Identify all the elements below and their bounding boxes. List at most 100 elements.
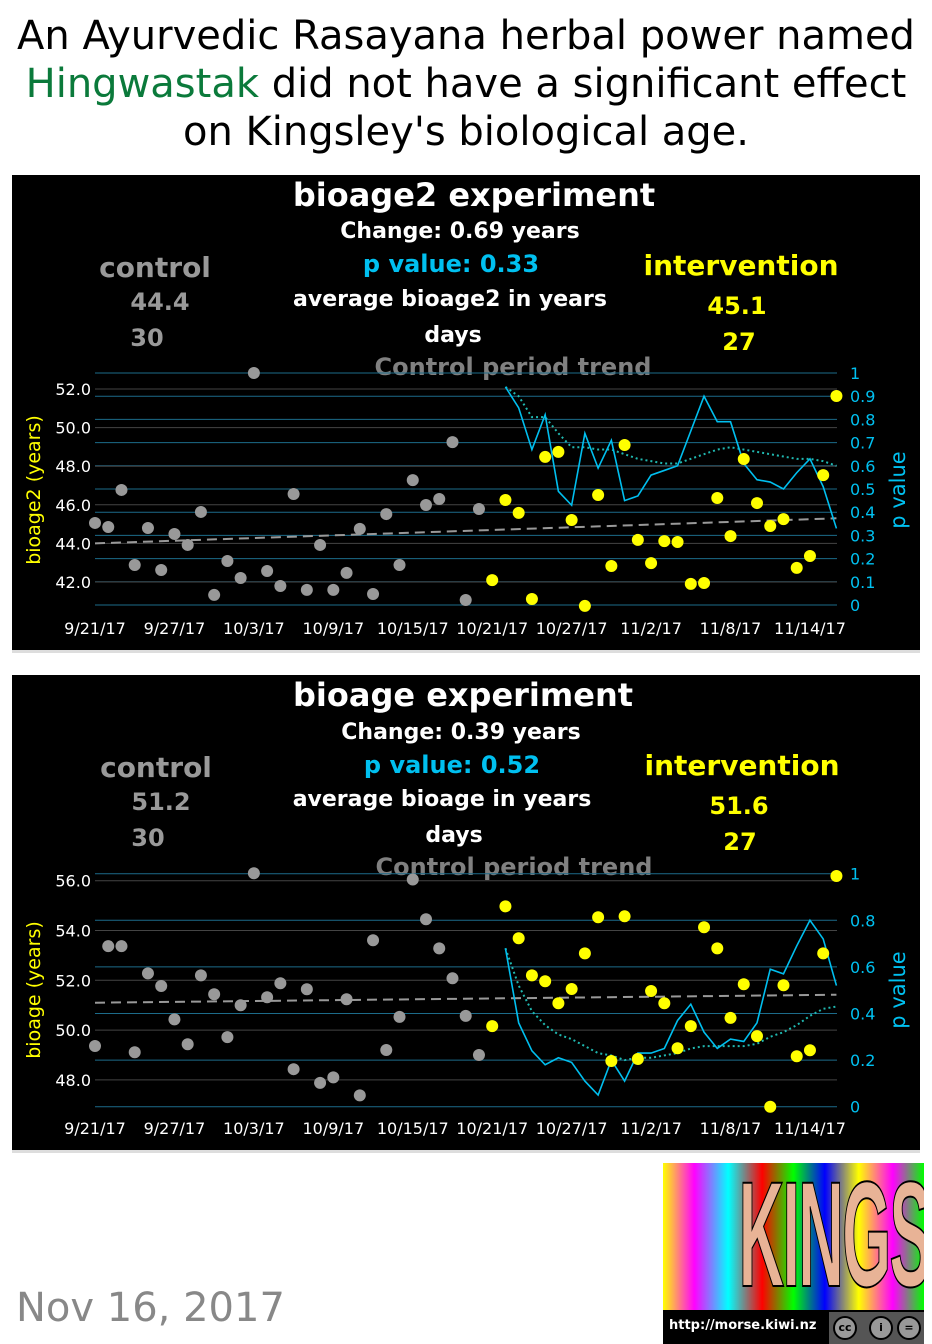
control-point — [433, 942, 446, 955]
p-value-line — [504, 386, 838, 529]
control-days: 30 — [131, 824, 165, 852]
intervention-point — [486, 1020, 499, 1033]
kingsley-logo[interactable]: KINGSLEY http://morse.kiwi.nz cc i = — [663, 1163, 924, 1344]
y2-axis-label: p value — [886, 451, 910, 528]
x-tick-label: 10/27/17 — [536, 619, 608, 638]
control-point — [89, 516, 101, 529]
p-tick-label: 0.6 — [850, 958, 875, 977]
logo-url[interactable]: http://morse.kiwi.nz — [669, 1318, 817, 1333]
p-tick-label: 0.8 — [850, 911, 875, 930]
y-tick-label: 46.0 — [55, 496, 91, 515]
control-point — [89, 1040, 101, 1053]
intervention-point — [578, 947, 591, 960]
days-label: days — [424, 323, 482, 348]
intervention-label: intervention — [643, 249, 839, 282]
intervention-point — [605, 559, 618, 572]
y-tick-label: 54.0 — [55, 922, 91, 941]
x-tick-label: 11/8/17 — [700, 619, 762, 638]
intervention-point — [539, 450, 552, 463]
x-tick-label: 11/14/17 — [774, 619, 846, 638]
y-tick-label: 56.0 — [55, 872, 91, 891]
p-value-line — [504, 918, 838, 1097]
intervention-point — [618, 438, 631, 451]
cc-icon: cc — [833, 1316, 857, 1340]
p-tick-label: 0 — [850, 1098, 860, 1117]
control-point — [128, 1046, 141, 1059]
x-tick-label: 10/21/17 — [456, 1119, 528, 1138]
x-tick-label: 11/14/17 — [774, 1119, 846, 1138]
control-point — [353, 522, 366, 535]
control-point — [406, 873, 419, 886]
control-point — [221, 554, 234, 567]
p-tick-label: 0 — [850, 596, 860, 615]
x-tick-label: 10/3/17 — [223, 1119, 285, 1138]
intervention-point — [565, 983, 578, 996]
control-point — [446, 436, 459, 449]
y-tick-label: 48.0 — [55, 1071, 91, 1090]
trend-label: Control period trend — [375, 853, 653, 881]
y-axis-label: bioage (years) — [23, 921, 45, 1059]
intervention-label: intervention — [644, 749, 840, 782]
control-point — [380, 508, 393, 521]
intervention-point — [803, 549, 816, 562]
control-point — [393, 559, 406, 572]
y-tick-label: 52.0 — [55, 971, 91, 990]
intervention-point — [539, 975, 552, 988]
control-trend-line — [94, 993, 837, 1004]
control-point — [459, 593, 472, 606]
x-tick-label: 9/21/17 — [64, 1119, 126, 1138]
headline-line-2-rest: did not have a significant effect — [259, 61, 907, 107]
control-point — [181, 538, 194, 551]
control-point — [300, 983, 313, 996]
control-point — [168, 527, 181, 540]
p-tick-label: 1 — [850, 865, 860, 884]
p-tick-label: 0.4 — [850, 503, 875, 522]
control-point — [234, 571, 247, 584]
intervention-point — [631, 1052, 644, 1065]
intervention-point — [578, 599, 591, 612]
control-point — [274, 580, 287, 593]
p-value-text: p value: 0.33 — [362, 250, 540, 278]
x-tick-label: 11/2/17 — [620, 619, 682, 638]
control-point — [194, 505, 207, 518]
x-tick-label: 10/15/17 — [377, 1119, 449, 1138]
intervention-point — [830, 389, 843, 402]
intervention-point — [592, 911, 605, 924]
intervention-point — [711, 492, 724, 505]
intervention-point — [605, 1054, 618, 1067]
control-point — [287, 487, 300, 500]
x-tick-label: 10/21/17 — [456, 619, 528, 638]
intervention-days: 27 — [723, 828, 757, 856]
control-days: 30 — [130, 324, 164, 352]
average-label: average bioage in years — [292, 787, 592, 812]
herb-name: Hingwastak — [25, 61, 259, 107]
trend-label: Control period trend — [374, 353, 652, 381]
intervention-days: 27 — [722, 328, 756, 356]
intervention-point — [724, 530, 737, 543]
intervention-point — [525, 592, 538, 605]
control-average: 51.2 — [131, 788, 191, 816]
p-tick-label: 0.6 — [850, 457, 875, 476]
control-point — [380, 1044, 393, 1057]
intervention-point — [552, 997, 565, 1010]
control-point — [446, 972, 459, 985]
intervention-point — [764, 1100, 777, 1113]
intervention-point — [486, 574, 499, 587]
p-tick-label: 0.5 — [850, 480, 875, 499]
intervention-average: 51.6 — [709, 792, 769, 820]
intervention-point — [645, 985, 658, 998]
control-point — [459, 1009, 472, 1022]
x-tick-label: 11/8/17 — [700, 1119, 762, 1138]
intervention-point — [618, 910, 631, 923]
y-tick-label: 50.0 — [55, 1021, 91, 1040]
control-average: 44.4 — [130, 288, 190, 316]
x-tick-label: 10/27/17 — [536, 1119, 608, 1138]
intervention-point — [830, 869, 843, 882]
intervention-point — [658, 997, 671, 1010]
x-tick-label: 10/3/17 — [223, 619, 285, 638]
license-badge[interactable]: cc i = — [829, 1312, 924, 1344]
intervention-point — [525, 969, 538, 982]
intervention-point — [671, 1042, 684, 1055]
control-point — [340, 566, 353, 579]
p-value-dotted-line — [504, 386, 837, 467]
